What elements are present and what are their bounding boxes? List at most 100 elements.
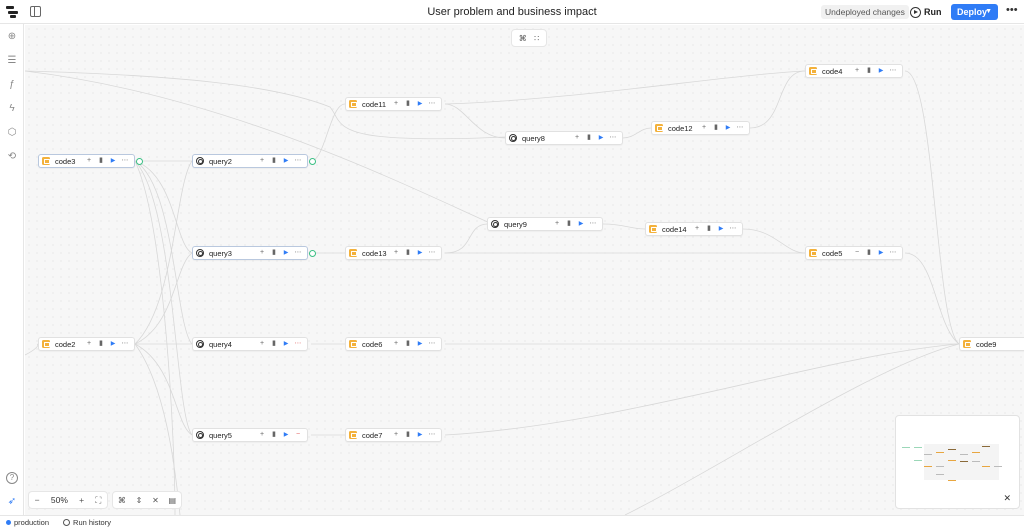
panel-icon[interactable]: ▮ (714, 124, 718, 131)
more-icon[interactable]: ⋯ (294, 340, 302, 347)
environment-selector[interactable]: production (6, 518, 49, 527)
panel-icon[interactable]: ▮ (587, 134, 591, 141)
add-icon[interactable]: + (694, 225, 700, 232)
remove-icon[interactable]: − (295, 431, 301, 438)
node-code13[interactable]: code13 + ▮ ▶ ⋯ (345, 246, 442, 260)
more-icon[interactable]: ⋯ (428, 100, 436, 107)
run-node-icon[interactable]: ▶ (878, 68, 884, 74)
add-circle-icon[interactable]: ⊕ (7, 31, 17, 42)
output-port[interactable] (309, 158, 316, 165)
add-icon[interactable]: + (259, 431, 265, 438)
run-node-icon[interactable]: ▶ (110, 341, 116, 347)
add-icon[interactable]: + (393, 431, 399, 438)
node-code4[interactable]: code4 + ▮ ▶ ⋯ (805, 64, 903, 78)
add-icon[interactable]: + (574, 134, 580, 141)
node-code11[interactable]: code11 + ▮ ▶ ⋯ (345, 97, 442, 111)
add-icon[interactable]: + (259, 249, 265, 256)
tree-view-icon[interactable]: ∷ (534, 33, 540, 43)
help-icon[interactable]: ? (6, 472, 18, 484)
more-icon[interactable]: ⋯ (889, 249, 897, 256)
node-query5[interactable]: query5 + ▮ ▶ − (192, 428, 308, 442)
run-history-button[interactable]: Run history (63, 518, 111, 527)
more-icon[interactable]: ⋯ (889, 67, 897, 74)
run-node-icon[interactable]: ▶ (283, 432, 289, 438)
panel-icon[interactable]: ▮ (272, 157, 276, 164)
run-node-icon[interactable]: ▶ (417, 432, 423, 438)
output-port[interactable] (136, 158, 143, 165)
panel-icon[interactable]: ▮ (272, 249, 276, 256)
list-icon[interactable]: ☰ (7, 55, 17, 66)
add-icon[interactable]: + (393, 340, 399, 347)
auto-layout-icon[interactable]: ⌘ (117, 495, 126, 505)
add-icon[interactable]: + (701, 124, 707, 131)
node-query9[interactable]: query9 + ▮ ▶ ⋯ (487, 217, 603, 231)
more-icon[interactable]: ⋯ (736, 124, 744, 131)
more-icon[interactable]: ⋯ (294, 157, 302, 164)
add-icon[interactable]: + (86, 340, 92, 347)
panel-icon[interactable]: ▮ (406, 249, 410, 256)
remove-icon[interactable]: − (854, 249, 860, 256)
panel-icon[interactable]: ▮ (707, 225, 711, 232)
run-node-icon[interactable]: ▶ (598, 135, 604, 141)
node-code5[interactable]: code5 − ▮ ▶ ⋯ (805, 246, 903, 260)
node-query8[interactable]: query8 + ▮ ▶ ⋯ (505, 131, 623, 145)
run-node-icon[interactable]: ▶ (283, 341, 289, 347)
more-icon[interactable]: ⋯ (121, 340, 129, 347)
add-icon[interactable]: + (854, 67, 860, 74)
minimap[interactable]: ✕ (895, 415, 1020, 509)
close-minimap-icon[interactable]: ✕ (1003, 493, 1011, 503)
panel-icon[interactable]: ▮ (272, 431, 276, 438)
node-code3[interactable]: code3 + ▮ ▶ ⋯ (38, 154, 135, 168)
add-icon[interactable]: + (86, 157, 92, 164)
add-icon[interactable]: + (259, 340, 265, 347)
node-code12[interactable]: code12 + ▮ ▶ ⋯ (651, 121, 750, 135)
run-node-icon[interactable]: ▶ (283, 250, 289, 256)
node-code2[interactable]: code2 + ▮ ▶ ⋯ (38, 337, 135, 351)
node-code14[interactable]: code14 + ▮ ▶ ⋯ (645, 222, 743, 236)
comment-icon[interactable]: ▤ (168, 495, 177, 505)
graph-view-icon[interactable]: ⌘ (518, 33, 527, 43)
add-icon[interactable]: + (554, 220, 560, 227)
cube-icon[interactable]: ⬡ (7, 127, 17, 138)
add-icon[interactable]: + (393, 100, 399, 107)
collapse-icon[interactable]: ✕ (152, 495, 159, 505)
node-query2[interactable]: query2 + ▮ ▶ ⋯ (192, 154, 308, 168)
more-icon[interactable]: ⋯ (428, 340, 436, 347)
deploy-button[interactable]: Deploy ▼ (951, 4, 998, 20)
history-icon[interactable]: ⟲ (7, 151, 17, 162)
panel-icon[interactable]: ▮ (406, 431, 410, 438)
panel-icon[interactable]: ▮ (406, 100, 410, 107)
run-node-icon[interactable]: ▶ (417, 341, 423, 347)
output-port[interactable] (309, 250, 316, 257)
rocket-icon[interactable]: ➶ (7, 496, 17, 507)
add-icon[interactable]: + (393, 249, 399, 256)
panel-icon[interactable]: ▮ (867, 249, 871, 256)
run-node-icon[interactable]: ▶ (110, 158, 116, 164)
panel-icon[interactable]: ▮ (406, 340, 410, 347)
more-options-button[interactable]: ••• (1006, 4, 1018, 16)
function-icon[interactable]: ƒ (9, 79, 15, 90)
run-node-icon[interactable]: ▶ (718, 226, 724, 232)
more-icon[interactable]: ⋯ (121, 157, 129, 164)
run-node-icon[interactable]: ▶ (417, 250, 423, 256)
fit-view-icon[interactable]: ⛶ (95, 494, 102, 505)
zoom-out-button[interactable]: − (34, 495, 40, 505)
node-code9[interactable]: code9 (959, 337, 1024, 351)
node-query3[interactable]: query3 + ▮ ▶ ⋯ (192, 246, 308, 260)
run-node-icon[interactable]: ▶ (578, 221, 584, 227)
panel-icon[interactable]: ▮ (99, 157, 103, 164)
sidebar-toggle-icon[interactable] (30, 6, 41, 17)
panel-icon[interactable]: ▮ (867, 67, 871, 74)
node-code6[interactable]: code6 + ▮ ▶ ⋯ (345, 337, 442, 351)
node-code7[interactable]: code7 + ▮ ▶ ⋯ (345, 428, 442, 442)
more-icon[interactable]: ⋯ (294, 249, 302, 256)
lightning-icon[interactable]: ϟ (9, 103, 15, 114)
run-node-icon[interactable]: ▶ (417, 101, 423, 107)
run-node-icon[interactable]: ▶ (725, 125, 731, 131)
app-logo-icon[interactable] (6, 6, 18, 18)
more-icon[interactable]: ⋯ (729, 225, 737, 232)
more-icon[interactable]: ⋯ (609, 134, 617, 141)
run-button[interactable]: Run (910, 4, 942, 20)
workflow-canvas[interactable]: code3 + ▮ ▶ ⋯ query2 + ▮ ▶ ⋯ code11 + ▮ … (25, 25, 1024, 515)
run-node-icon[interactable]: ▶ (283, 158, 289, 164)
